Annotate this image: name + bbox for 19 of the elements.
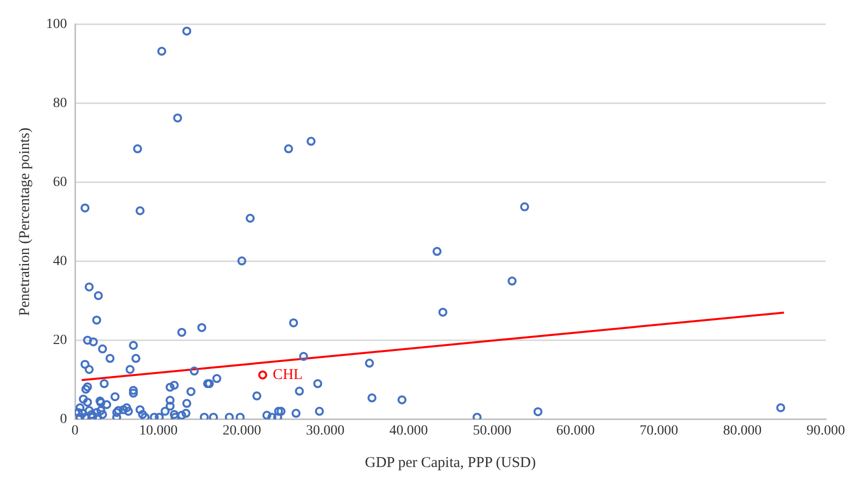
y-tick-label: 80 [53,96,67,112]
y-tick-label: 40 [53,254,67,269]
x-tick-label: 0 [72,423,78,438]
y-tick-label: 20 [53,332,67,348]
x-tick-label: 20.000 [222,423,262,438]
y-axis-title: Penetration (Percentage points) [16,128,33,316]
x-tick-label: 50.000 [472,423,512,438]
x-axis-title: GDP per Capita, PPP (USD) [364,454,536,471]
x-tick-label: 10.000 [139,423,178,438]
annotation: CHL [272,366,303,383]
x-tick-label: 70.000 [640,423,678,438]
x-tick-label: 90.000 [806,423,845,438]
x-tick-label: 80.000 [723,423,762,438]
x-tick-label: 60.000 [556,423,595,438]
y-tick-label: 60 [53,174,67,190]
x-tick-label: 40.000 [389,423,428,438]
y-tick-label: 0 [60,412,67,427]
x-tick-label: 30.000 [306,423,344,438]
y-tick-label: 100 [46,17,67,32]
